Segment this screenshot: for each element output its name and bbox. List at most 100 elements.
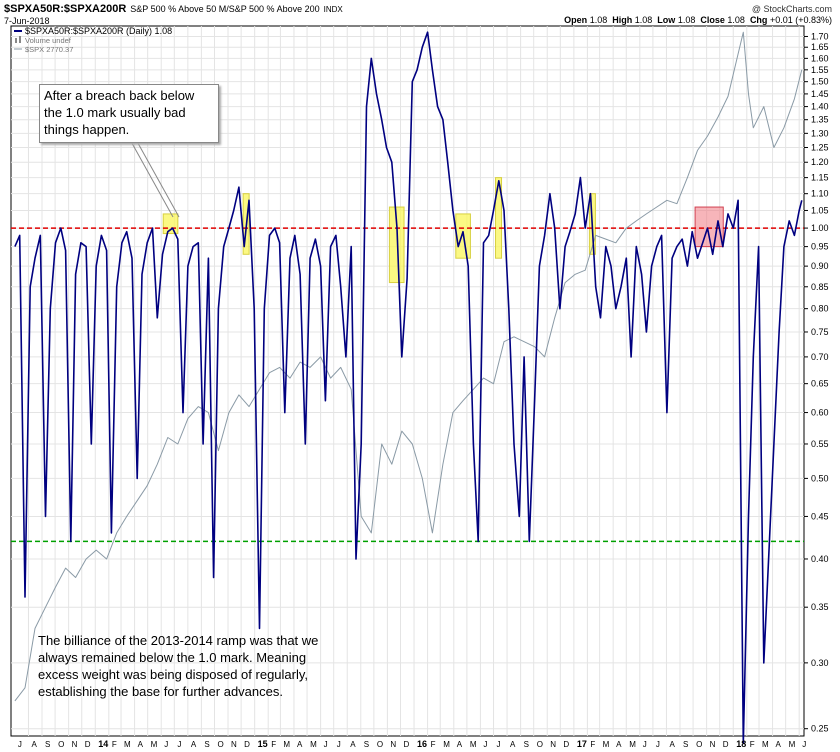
x-month-label: S xyxy=(683,740,688,749)
x-year-label: 17 xyxy=(577,739,587,749)
y-tick-label: 0.70 xyxy=(811,352,829,362)
x-month-label: S xyxy=(524,740,529,749)
y-tick-label: 1.20 xyxy=(811,157,829,167)
y-tick-label: 1.55 xyxy=(811,65,829,75)
x-month-label: A xyxy=(776,740,782,749)
x-month-label: M xyxy=(283,740,290,749)
y-tick-label: 1.65 xyxy=(811,42,829,52)
x-month-label: J xyxy=(177,740,181,749)
x-month-label: D xyxy=(244,740,250,749)
x-month-label: M xyxy=(310,740,317,749)
x-month-label: O xyxy=(537,740,543,749)
ratio-line xyxy=(14,31,803,745)
high-label: High xyxy=(612,15,633,25)
x-month-label: D xyxy=(723,740,729,749)
x-month-label: D xyxy=(563,740,569,749)
y-tick-label: 1.10 xyxy=(811,189,829,199)
chg-value: +0.01 (+0.83%) xyxy=(769,15,832,25)
x-month-label: J xyxy=(497,740,501,749)
y-tick-label: 0.45 xyxy=(811,511,829,521)
x-month-label: M xyxy=(443,740,450,749)
x-month-label: O xyxy=(58,740,64,749)
y-tick-label: 1.50 xyxy=(811,77,829,87)
stockcharts-credit: @ StockCharts.com xyxy=(751,4,832,14)
x-month-label: O xyxy=(696,740,702,749)
callout-pointers xyxy=(127,135,180,218)
y-tick-label: 0.85 xyxy=(811,282,829,292)
y-tick-label: 1.70 xyxy=(811,31,829,41)
x-month-label: M xyxy=(762,740,769,749)
x-month-label: N xyxy=(390,740,396,749)
y-tick-label: 0.75 xyxy=(811,327,829,337)
x-month-label: J xyxy=(18,740,22,749)
legend-label: $SPXA50R:$SPXA200R (Daily) 1.08 xyxy=(25,26,172,36)
x-month-label: A xyxy=(297,740,303,749)
y-tick-label: 0.35 xyxy=(811,602,829,612)
x-month-label: J xyxy=(643,740,647,749)
chart-index-tag: INDX xyxy=(323,5,343,14)
x-month-label: M xyxy=(789,740,796,749)
x-month-label: A xyxy=(510,740,516,749)
y-tick-label: 0.60 xyxy=(811,408,829,418)
x-month-label: A xyxy=(138,740,144,749)
y-tick-label: 1.00 xyxy=(811,223,829,233)
x-month-label: D xyxy=(85,740,91,749)
high-value: 1.08 xyxy=(634,15,653,25)
callout-pointer xyxy=(127,135,174,218)
y-tick-label: 1.25 xyxy=(811,143,829,153)
chart-title: $SPXA50R:$SPXA200R S&P 500 % Above 50 M/S… xyxy=(4,3,343,15)
x-month-label: M xyxy=(151,740,158,749)
y-tick-label: 0.65 xyxy=(811,379,829,389)
plot-area xyxy=(10,25,805,737)
callout-pointer xyxy=(133,135,180,218)
y-tick-label: 0.40 xyxy=(811,554,829,564)
x-month-label: J xyxy=(802,740,806,749)
callout-ramp-note: The billiance of the 2013-2014 ramp was … xyxy=(38,633,319,699)
x-year-label: 16 xyxy=(417,739,427,749)
chg-label: Chg xyxy=(749,15,768,25)
x-month-label: J xyxy=(656,740,660,749)
x-month-label: O xyxy=(377,740,383,749)
x-month-label: F xyxy=(271,740,276,749)
x-month-label: F xyxy=(750,740,755,749)
x-month-label: F xyxy=(590,740,595,749)
x-month-label: M xyxy=(629,740,636,749)
x-month-label: A xyxy=(31,740,37,749)
legend-swatch xyxy=(15,38,17,43)
x-year-label: 14 xyxy=(98,739,108,749)
chart-description: S&P 500 % Above 50 M/S&P 500 % Above 200 xyxy=(130,4,320,14)
chart-symbol: $SPXA50R:$SPXA200R xyxy=(4,3,127,15)
y-tick-label: 1.45 xyxy=(811,89,829,99)
y-tick-label: 1.30 xyxy=(811,128,829,138)
y-tick-label: 0.90 xyxy=(811,261,829,271)
y-tick-label: 0.80 xyxy=(811,304,829,314)
x-month-label: M xyxy=(124,740,131,749)
highlight-box xyxy=(388,206,405,284)
chart-date: 7-Jun-2018 xyxy=(4,16,50,26)
x-month-label: M xyxy=(603,740,610,749)
open-value: 1.08 xyxy=(589,15,608,25)
y-tick-label: 0.50 xyxy=(811,473,829,483)
x-month-label: A xyxy=(350,740,356,749)
x-month-label: J xyxy=(337,740,341,749)
x-month-label: A xyxy=(669,740,675,749)
x-month-label: S xyxy=(45,740,50,749)
y-tick-label: 1.60 xyxy=(811,53,829,63)
low-value: 1.08 xyxy=(677,15,696,25)
x-month-label: A xyxy=(191,740,197,749)
x-month-label: N xyxy=(72,740,78,749)
y-tick-label: 0.55 xyxy=(811,439,829,449)
y-tick-label: 0.30 xyxy=(811,658,829,668)
y-tick-label: 1.35 xyxy=(811,115,829,125)
x-month-label: O xyxy=(217,740,223,749)
y-tick-label: 0.25 xyxy=(811,724,829,734)
x-month-label: S xyxy=(204,740,209,749)
ohlc-readout: Open 1.08 High 1.08 Low 1.08 Close 1.08 … xyxy=(564,15,832,25)
x-month-label: J xyxy=(324,740,328,749)
y-tick-label: 1.40 xyxy=(811,102,829,112)
x-month-label: J xyxy=(483,740,487,749)
plot-frame xyxy=(10,25,805,737)
legend-label: Volume undef xyxy=(25,36,72,45)
legend-swatch xyxy=(19,36,21,43)
x-month-label: F xyxy=(431,740,436,749)
